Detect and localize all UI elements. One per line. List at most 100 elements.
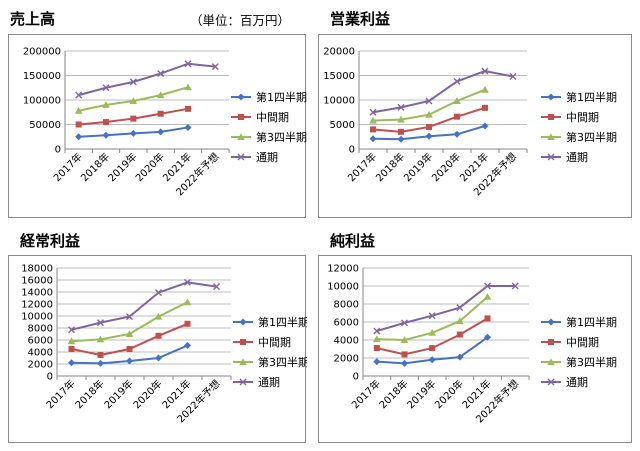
legend-label: 通期 [566,376,588,389]
data-point [453,130,461,138]
data-point [397,103,405,111]
data-point [484,282,491,290]
legend-marker [239,378,247,386]
data-point [370,126,376,133]
data-point [400,336,409,343]
data-point [401,359,408,367]
data-point [483,293,492,300]
data-point [373,335,381,343]
title-sales: 売上高 [10,10,56,28]
data-point [184,123,192,131]
legend-label: 第1四半期 [256,90,307,104]
data-point [129,129,137,137]
y-tick-label: 10000 [323,96,355,107]
title-ordinary-profit: 経常利益 [20,232,81,250]
y-tick-label: 8000 [334,300,359,311]
y-tick-label: 14000 [21,288,53,299]
legend-label: 第3四半期 [256,130,307,144]
data-point [68,359,75,367]
chart-net-profit: 0 2000 4000 6000 8000 10000 12000 2017年 2018年 201… [318,255,632,443]
unit-label: （単位：百万円） [190,13,291,28]
data-point [428,356,436,364]
y-tick-label: 5000 [330,120,355,131]
legend-item: 第1四半期 [541,90,617,104]
data-point [130,115,137,122]
series-line [71,281,217,331]
data-point [456,304,464,312]
legend-label: 第1四半期 [566,315,617,329]
legend-marker [547,93,555,101]
data-point [456,317,464,325]
data-point [68,346,75,352]
y-tick-label: 0 [55,145,61,156]
x-tick-label: 2018年 [376,377,410,411]
data-point [156,91,165,99]
legend-marker [548,114,554,120]
series-1 [75,105,191,128]
legend-marker [547,153,555,161]
data-point [155,354,162,362]
x-tick-label: 2019年 [101,377,135,411]
data-point [454,113,460,120]
legend-item: 第1四半期 [233,315,307,329]
data-point [129,78,137,86]
data-point [481,67,489,75]
y-tick-label: 16000 [21,276,53,287]
chart-svg: 050001000015000200002017年2018年2019年2020年… [323,47,617,199]
y-tick-label: 4000 [28,348,53,359]
data-point [426,123,432,130]
data-point [397,135,405,143]
data-point [102,101,110,108]
legend-item: 第1四半期 [541,315,617,329]
y-tick-label: 10000 [327,282,359,293]
data-point [129,97,138,104]
data-point [397,115,405,123]
legend-item: 通期 [541,376,588,389]
data-point [369,116,377,124]
legend-marker [547,133,555,140]
legend-item: 中間期 [233,336,291,349]
x-tick-label: 2020年 [130,377,164,411]
data-point [401,319,408,327]
data-point [126,346,133,352]
legend-marker [547,318,555,326]
data-point [67,337,76,345]
legend-item: 第1四半期 [231,90,307,104]
data-point [184,320,191,327]
data-point [75,133,83,141]
x-tick-label: 2019年 [404,377,438,411]
y-tick-label: 8000 [28,324,53,335]
title-net-profit: 純利益 [330,232,376,250]
data-point [97,352,104,358]
data-point [126,313,133,321]
data-point [482,104,488,111]
title-operating-profit: 営業利益 [330,10,391,28]
data-point [97,359,104,367]
series-3 [75,60,219,99]
y-tick-label: 0 [47,372,53,383]
data-point [74,106,83,114]
legend-label: 第3四半期 [258,355,307,369]
legend-item: 通期 [233,376,280,389]
legend-marker [237,93,245,101]
series-0 [369,122,489,143]
x-tick-label: 2018年 [373,150,407,184]
legend-label: 中間期 [566,336,599,349]
x-tick-label: 2020年 [429,150,463,184]
data-point [509,72,517,80]
data-point [511,282,519,290]
series-3 [68,278,220,334]
data-point [373,327,381,335]
data-point [481,122,489,130]
legend-marker [237,133,245,140]
y-tick-label: 15000 [323,71,355,82]
legend-label: 中間期 [566,111,599,124]
y-tick-label: 4000 [334,336,359,347]
data-point [184,341,191,349]
series-1 [370,104,488,135]
legend-item: 通期 [231,151,278,164]
y-tick-label: 2000 [28,360,53,371]
chart-sales: 0 50000 100000 150000 200000 2017年 2018年 2019年 2… [8,34,307,218]
legend-label: 通期 [566,151,588,164]
data-point [401,351,408,358]
